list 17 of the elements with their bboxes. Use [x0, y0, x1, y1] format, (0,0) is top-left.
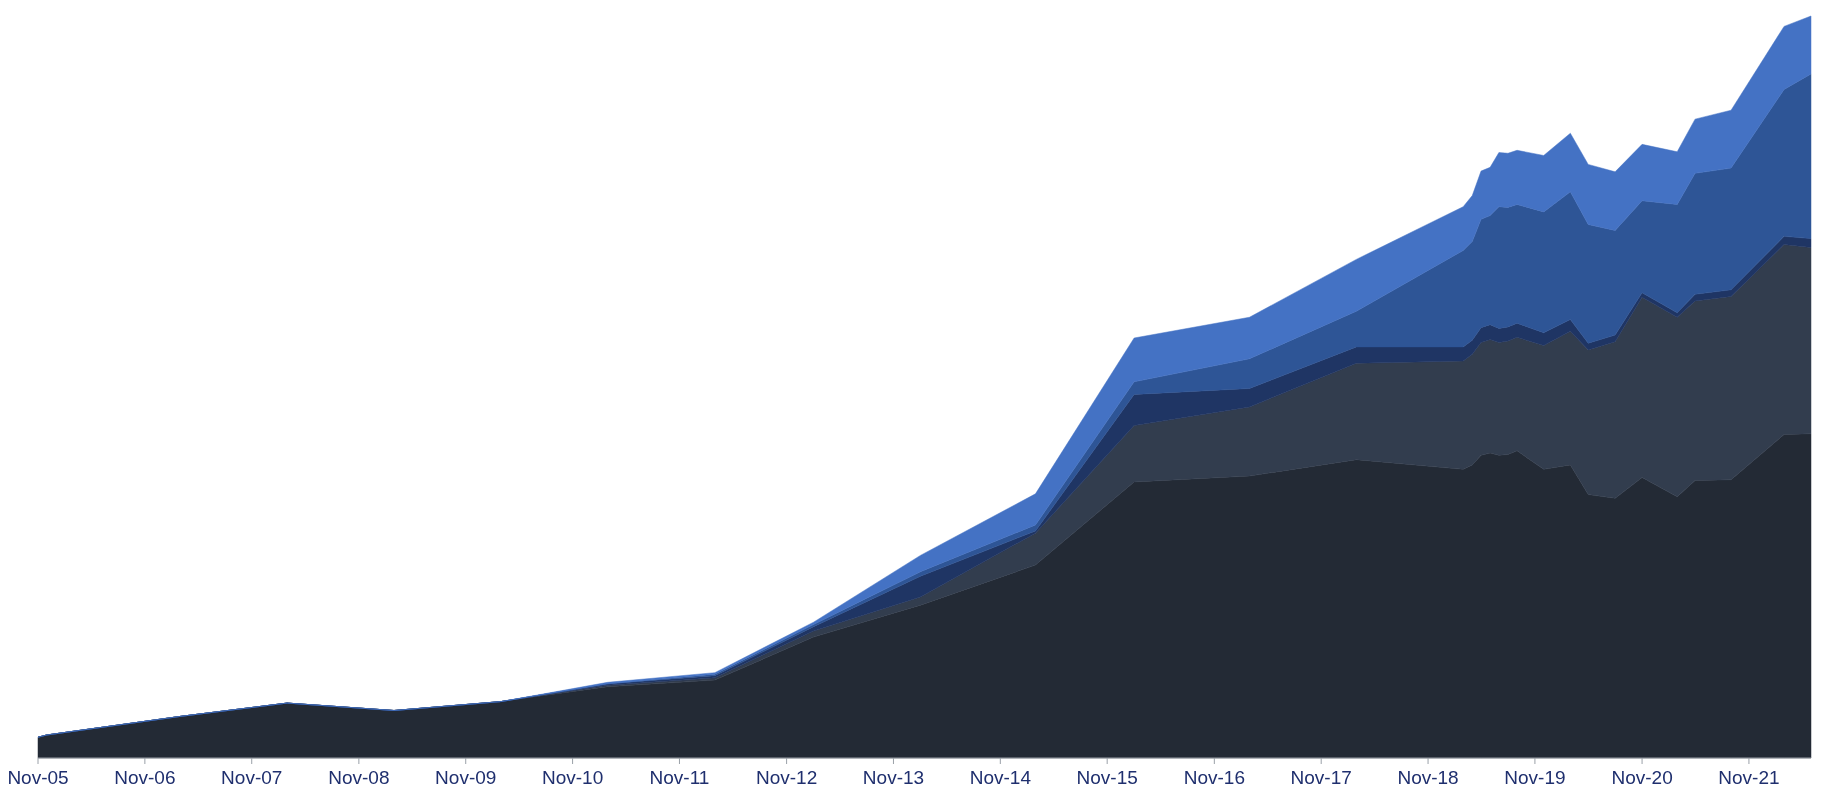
x-tick-label: Nov-09 — [435, 767, 497, 788]
x-tick-label: Nov-18 — [1397, 767, 1459, 788]
x-tick-label: Nov-16 — [1183, 767, 1245, 788]
x-tick-label: Nov-11 — [649, 767, 710, 788]
x-tick-label: Nov-20 — [1611, 767, 1673, 788]
x-tick-label: Nov-13 — [862, 767, 925, 788]
x-tick-label: Nov-21 — [1718, 767, 1780, 788]
x-tick-label: Nov-12 — [755, 767, 818, 788]
x-tick-label: Nov-14 — [969, 767, 1032, 788]
x-tick-label: Nov-15 — [1076, 767, 1138, 788]
x-tick-label: Nov-08 — [328, 767, 390, 788]
x-tick-label: Nov-17 — [1290, 767, 1352, 788]
x-tick-label: Nov-06 — [114, 767, 176, 788]
x-tick-label: Nov-07 — [221, 767, 283, 788]
x-tick-label: Nov-19 — [1504, 767, 1566, 788]
x-tick-label: Nov-10 — [541, 767, 604, 788]
x-tick-label: Nov-05 — [7, 767, 69, 788]
